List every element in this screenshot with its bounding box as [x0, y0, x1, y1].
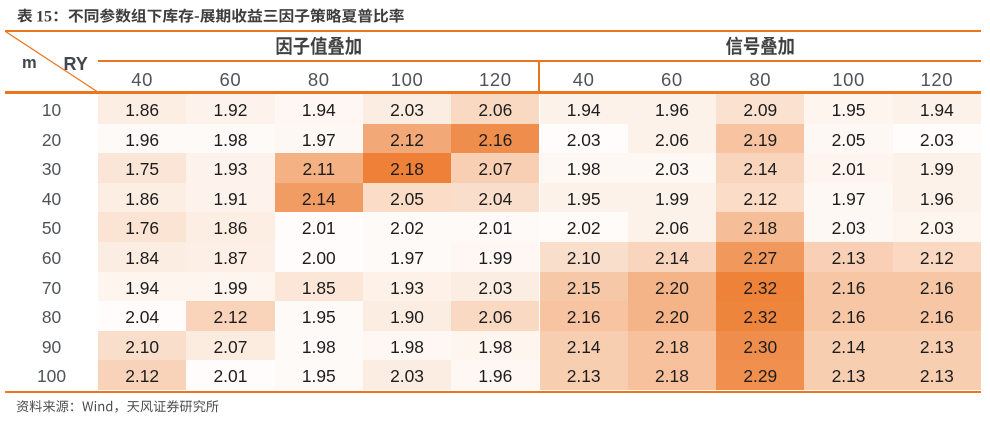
svg-text:15: 15 — [36, 8, 52, 25]
